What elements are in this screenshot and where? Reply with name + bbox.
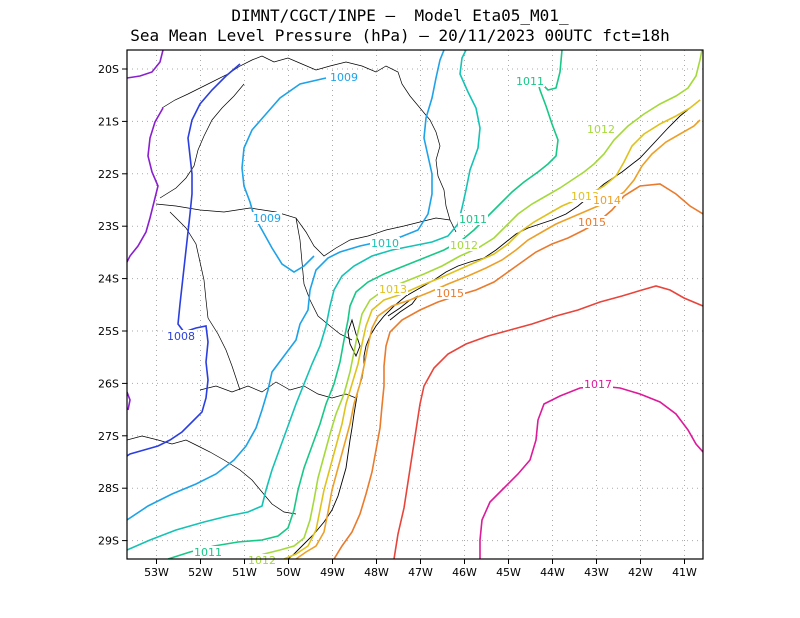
x-tick-label: 46W: [452, 566, 477, 579]
x-tick-label: 42W: [628, 566, 653, 579]
y-tick-label: 22S: [98, 168, 119, 181]
y-tick-label: 26S: [98, 377, 119, 390]
isobar-1010: [127, 50, 481, 551]
isobar-1012: [247, 50, 703, 559]
contour-label: 1011: [194, 546, 222, 559]
y-tick-label: 24S: [98, 273, 119, 286]
y-tick-label: 23S: [98, 220, 119, 233]
x-tick-label: 47W: [408, 566, 433, 579]
y-tick-label: 20S: [98, 63, 119, 76]
isobar-1008: [127, 63, 241, 457]
isobar-1016: [393, 285, 703, 559]
chart-title: DIMNT/CGCT/INPE – Model Eta05_M01_: [231, 6, 569, 25]
x-tick-label: 51W: [232, 566, 257, 579]
contour-label: 1012: [587, 123, 615, 136]
isobar-1014: [295, 119, 701, 559]
grid-lines: [127, 50, 703, 559]
x-tick-label: 41W: [672, 566, 697, 579]
x-tick-label: 43W: [584, 566, 609, 579]
contour-label: 1009: [253, 212, 281, 225]
coastline: [287, 99, 701, 559]
contour-label-bg: [577, 216, 607, 228]
isobar-1009: [241, 77, 327, 273]
contour-label: 1011: [459, 213, 487, 226]
contour-label: 1011: [516, 75, 544, 88]
y-tick-label: 27S: [98, 430, 119, 443]
isobar-1007: [127, 391, 131, 411]
contour-label-bg: [515, 75, 545, 87]
isobar-1007: [127, 50, 164, 79]
isobars: [127, 50, 703, 559]
contour-label: 1017: [584, 378, 612, 391]
y-tick-label: 28S: [98, 482, 119, 495]
x-tick-label: 50W: [276, 566, 301, 579]
x-tick-label: 53W: [144, 566, 169, 579]
contour-label-bg: [193, 546, 223, 558]
contour-label-bg: [449, 239, 479, 251]
contour-label-bg: [583, 378, 613, 390]
isobar-1011: [541, 50, 563, 91]
contour-label: 1014: [593, 194, 621, 207]
chart-subtitle: Sea Mean Level Pressure (hPa) – 20/11/20…: [130, 26, 670, 45]
contour-label: 1012: [450, 239, 478, 252]
isobar-1009: [127, 50, 445, 521]
isobar-1011: [167, 75, 559, 559]
x-tick-label: 45W: [496, 566, 521, 579]
contour-label: 1009: [330, 71, 358, 84]
isobar-1017: [479, 385, 703, 559]
contour-label-bg: [370, 237, 400, 249]
contour-label: 1010: [371, 237, 399, 250]
contour-label: 1013: [379, 283, 407, 296]
y-tick-label: 29S: [98, 535, 119, 548]
contour-label-bg: [435, 287, 465, 299]
contour-label-bg: [166, 330, 196, 342]
plot-frame: [126, 49, 704, 560]
contour-label: 1012: [248, 554, 276, 567]
contour-label-bg: [378, 283, 408, 295]
x-tick-label: 49W: [320, 566, 345, 579]
x-tick-label: 48W: [364, 566, 389, 579]
isobar-1007: [127, 107, 164, 263]
isobar-1013: [283, 99, 701, 559]
contour-label: 1015: [578, 216, 606, 229]
x-tick-label: 52W: [188, 566, 213, 579]
y-tick-label: 25S: [98, 325, 119, 338]
contour-label-bg: [247, 554, 277, 566]
contour-label: 1008: [167, 330, 195, 343]
contour-label-bg: [329, 71, 359, 83]
contour-label-bg: [458, 213, 488, 225]
contour-label-bg: [592, 194, 622, 206]
contour-label-bg: [586, 123, 616, 135]
state-borders: [127, 55, 457, 515]
contour-label-bg: [252, 212, 282, 224]
contour-label: 1015: [436, 287, 464, 300]
x-tick-label: 44W: [540, 566, 565, 579]
y-tick-label: 21S: [98, 115, 119, 128]
